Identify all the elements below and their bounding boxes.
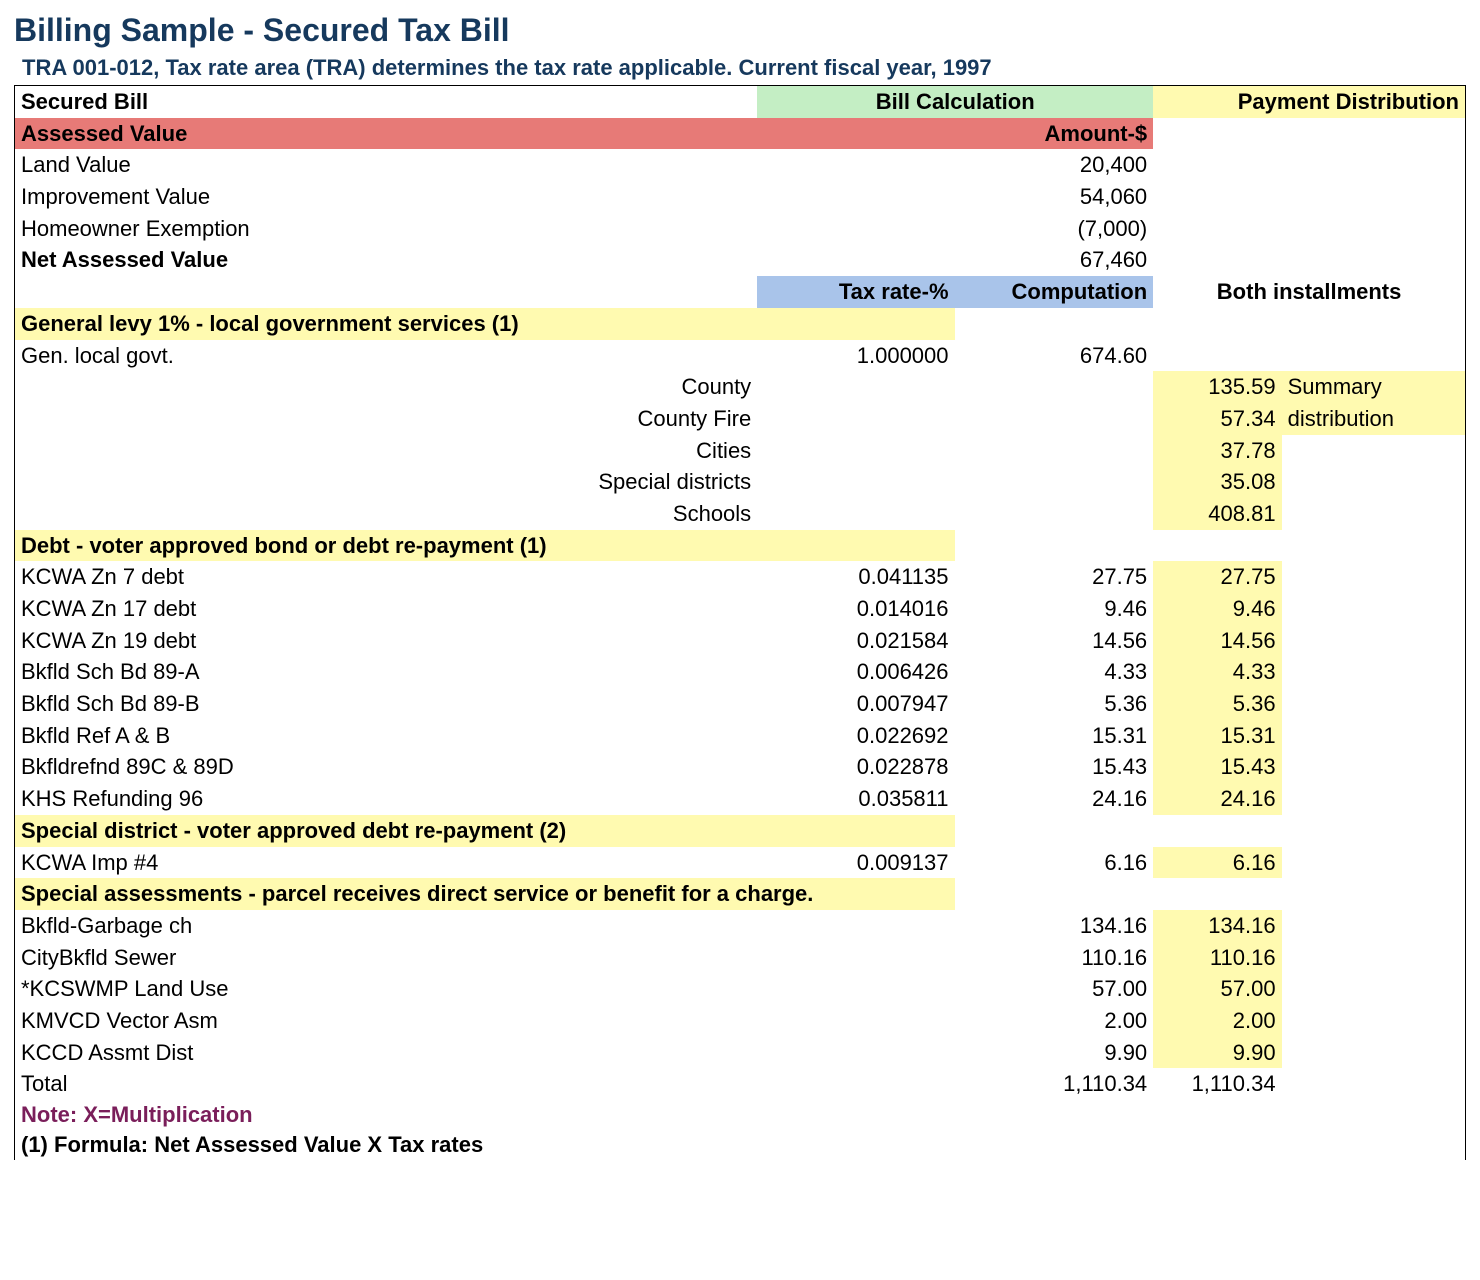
table-row: *KCSWMP Land Use57.0057.00: [15, 973, 1466, 1005]
table-row: KHS Refunding 960.03581124.1624.16: [15, 783, 1466, 815]
subheader-tax-rate: Tax rate-%: [757, 276, 954, 308]
header-row: Secured BillBill CalculationPayment Dist…: [15, 86, 1466, 118]
section-special-district-label: Special district - voter approved debt r…: [15, 815, 955, 847]
table-row: KMVCD Vector Asm2.002.00: [15, 1005, 1466, 1037]
section-debt-label: Debt - voter approved bond or debt re-pa…: [15, 530, 955, 562]
table-row: Bkfldrefnd 89C & 89D0.02287815.4315.43: [15, 751, 1466, 783]
note-formula-1: (1) Formula: Net Assessed Value X Tax ra…: [14, 1130, 1466, 1160]
header-secured-bill: Secured Bill: [15, 86, 758, 118]
table-row: Improvement Value54,060: [15, 181, 1466, 213]
section-special-district: Special district - voter approved debt r…: [15, 815, 1466, 847]
table-row: Bkfld Sch Bd 89-B0.0079475.365.36: [15, 688, 1466, 720]
table-row: Homeowner Exemption(7,000): [15, 213, 1466, 245]
section-general-levy-label: General levy 1% - local government servi…: [15, 308, 955, 340]
bill-table: Secured BillBill CalculationPayment Dist…: [14, 85, 1466, 1100]
subheader-row: Tax rate-%ComputationBoth installments: [15, 276, 1466, 308]
subheader-both-installments: Both installments: [1153, 276, 1465, 308]
table-row: KCCD Assmt Dist9.909.90: [15, 1037, 1466, 1069]
section-general-levy: General levy 1% - local government servi…: [15, 308, 1466, 340]
header-bill-calculation: Bill Calculation: [757, 86, 1153, 118]
table-row: CityBkfld Sewer110.16110.16: [15, 942, 1466, 974]
table-row: Cities37.78: [15, 435, 1466, 467]
section-special-assessments: Special assessments - parcel receives di…: [15, 878, 1466, 910]
section-debt: Debt - voter approved bond or debt re-pa…: [15, 530, 1466, 562]
page-subtitle: TRA 001-012, Tax rate area (TRA) determi…: [22, 55, 1466, 81]
table-row: KCWA Zn 7 debt0.04113527.7527.75: [15, 561, 1466, 593]
section-special-assessments-label: Special assessments - parcel receives di…: [15, 878, 955, 910]
table-row: Land Value20,400: [15, 149, 1466, 181]
assessed-value-header: Assessed ValueAmount-$: [15, 118, 1466, 150]
amount-header: Amount-$: [955, 118, 1154, 150]
table-row: Bkfld Ref A & B0.02269215.3115.31: [15, 720, 1466, 752]
assessed-value-label: Assessed Value: [15, 118, 955, 150]
table-row: County Fire57.34distribution: [15, 403, 1466, 435]
table-row: KCWA Zn 19 debt0.02158414.5614.56: [15, 625, 1466, 657]
table-row: Special districts35.08: [15, 466, 1466, 498]
table-row: Schools408.81: [15, 498, 1466, 530]
table-row: KCWA Imp #40.0091376.166.16: [15, 847, 1466, 879]
header-payment-distribution: Payment Distribution: [1153, 86, 1465, 118]
table-row: Bkfld Sch Bd 89-A0.0064264.334.33: [15, 656, 1466, 688]
note-multiplication: Note: X=Multiplication: [14, 1100, 1466, 1130]
table-row: Bkfld-Garbage ch134.16134.16: [15, 910, 1466, 942]
table-row: KCWA Zn 17 debt0.0140169.469.46: [15, 593, 1466, 625]
net-assessed-row: Net Assessed Value67,460: [15, 244, 1466, 276]
subheader-computation: Computation: [955, 276, 1154, 308]
table-row: Gen. local govt.1.000000674.60: [15, 340, 1466, 372]
page-title: Billing Sample - Secured Tax Bill: [14, 12, 1466, 49]
table-row: County135.59Summary: [15, 371, 1466, 403]
total-row: Total1,110.341,110.34: [15, 1068, 1466, 1100]
